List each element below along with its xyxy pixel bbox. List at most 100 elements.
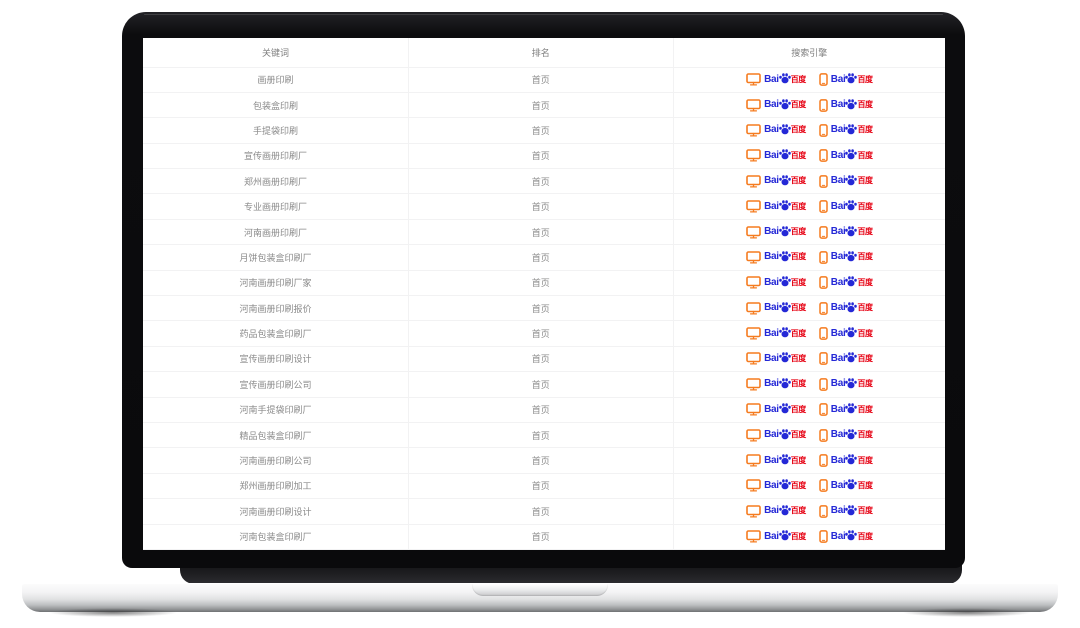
baidu-mobile-rank-link[interactable]: Bai 百度 [819,225,873,239]
search-engine-cell: Bai 百度 Bai [673,346,945,373]
baidu-logo-text-bai: Bai [764,200,779,212]
laptop-screen-bezel: 关键词 排名 搜索引擎 画册印刷 首页 Bai [122,12,965,568]
rank-cell: 首页 [408,422,674,449]
desktop-monitor-icon [746,149,761,162]
baidu-logo-text-du: 百度 [790,353,807,363]
engine-list: Bai 百度 Bai [674,327,945,340]
keyword-cell: 河南画册印刷厂家 [143,270,409,297]
engine-list: Bai 百度 Bai [674,530,945,544]
baidu-logo-text-bai: Bai [764,226,779,238]
baidu-logo-text-du: 百度 [790,506,807,516]
baidu-mobile-rank-link[interactable]: Bai 百度 [819,301,873,315]
baidu-logo-text-bai: Bai [764,251,779,263]
baidu-mobile-rank-link[interactable]: Bai 百度 [819,174,873,188]
baidu-mobile-rank-link[interactable]: Bai 百度 [819,124,873,137]
baidu-logo: Bai 百度 [831,505,873,518]
baidu-desktop-rank-link[interactable]: Bai 百度 [746,403,806,416]
desktop-monitor-icon [746,403,761,416]
baidu-desktop-rank-link[interactable]: Bai 百度 [746,378,806,391]
engine-list: Bai 百度 Bai [674,276,945,290]
keyword-cell: 河南画册印刷公司 [143,447,409,474]
baidu-desktop-rank-link[interactable]: Bai 百度 [746,124,806,137]
rank-cell: 首页 [408,219,674,246]
baidu-mobile-rank-link[interactable]: Bai 百度 [819,251,873,264]
baidu-logo-text-du: 百度 [790,404,807,414]
baidu-logo: Bai 百度 [764,479,806,492]
baidu-mobile-rank-link[interactable]: Bai 百度 [819,73,873,87]
baidu-mobile-rank-link[interactable]: Bai 百度 [819,276,873,290]
baidu-desktop-rank-link[interactable]: Bai 百度 [746,327,806,340]
baidu-mobile-rank-link[interactable]: Bai 百度 [819,98,873,112]
baidu-desktop-rank-link[interactable]: Bai 百度 [746,276,806,289]
baidu-paw-icon [845,403,858,414]
mobile-phone-icon [819,530,828,544]
baidu-logo-text-du: 百度 [857,379,873,389]
baidu-desktop-rank-link[interactable]: Bai 百度 [746,454,806,467]
engine-list: Bai 百度 Bai [674,73,945,87]
baidu-paw-icon [778,225,791,237]
baidu-desktop-rank-link[interactable]: Bai 百度 [746,149,806,162]
baidu-logo-text-du: 百度 [790,252,807,262]
baidu-logo-text-du: 百度 [857,252,873,262]
desktop-monitor-icon [746,301,761,315]
baidu-logo-text-bai: Bai [830,505,846,517]
baidu-desktop-rank-link[interactable]: Bai 百度 [746,352,806,366]
table-row: 河南画册印刷厂家 首页 Bai 百度 [143,270,945,297]
baidu-mobile-rank-link[interactable]: Bai 百度 [819,428,873,442]
baidu-paw-icon [845,149,858,160]
rank-cell: 首页 [408,320,674,347]
baidu-logo-text-du: 百度 [857,303,873,313]
engine-list: Bai 百度 Bai [674,225,945,239]
baidu-logo-text-bai: Bai [764,378,779,390]
baidu-desktop-rank-link[interactable]: Bai 百度 [746,174,807,188]
keyword-ranking-table: 关键词 排名 搜索引擎 画册印刷 首页 Bai [143,38,945,550]
baidu-desktop-rank-link[interactable]: Bai 百度 [746,530,806,543]
baidu-desktop-rank-link[interactable]: Bai 百度 [746,225,806,239]
baidu-mobile-rank-link[interactable]: Bai 百度 [819,454,873,467]
baidu-paw-icon [845,98,858,110]
baidu-desktop-rank-link[interactable]: Bai 百度 [746,251,806,264]
baidu-logo-text-bai: Bai [830,403,846,415]
baidu-mobile-rank-link[interactable]: Bai 百度 [819,149,873,163]
keyword-cell: 画册印刷 [143,67,409,93]
mobile-phone-icon [819,73,828,87]
baidu-logo-text-bai: Bai [764,73,779,85]
baidu-logo-text-du: 百度 [857,531,873,541]
baidu-desktop-rank-link[interactable]: Bai 百度 [746,73,806,86]
baidu-mobile-rank-link[interactable]: Bai 百度 [819,378,873,391]
baidu-desktop-rank-link[interactable]: Bai 百度 [746,98,806,112]
baidu-desktop-rank-link[interactable]: Bai 百度 [746,479,806,492]
laptop-lid-notch [472,584,608,596]
baidu-mobile-rank-link[interactable]: Bai 百度 [819,200,873,213]
engine-list: Bai 百度 Bai [674,174,945,188]
baidu-desktop-rank-link[interactable]: Bai 百度 [746,428,806,442]
baidu-desktop-rank-link[interactable]: Bai 百度 [746,200,806,213]
baidu-mobile-rank-link[interactable]: Bai 百度 [819,403,873,417]
baidu-logo: Bai 百度 [764,352,806,365]
baidu-mobile-rank-link[interactable]: Bai 百度 [819,327,873,340]
baidu-paw-icon [845,251,858,262]
baidu-mobile-rank-link[interactable]: Bai 百度 [819,504,873,518]
baidu-mobile-rank-link[interactable]: Bai 百度 [819,530,873,544]
baidu-logo-text-du: 百度 [790,125,807,135]
rank-cell: 首页 [408,67,674,93]
desktop-monitor-icon [746,200,761,213]
column-header-search-engine: 搜索引擎 [673,38,945,68]
baidu-logo: Bai 百度 [831,200,873,213]
engine-list: Bai 百度 Bai [674,378,945,391]
baidu-logo: Bai 百度 [764,403,806,416]
baidu-logo-text-du: 百度 [790,531,807,541]
baidu-mobile-rank-link[interactable]: Bai 百度 [819,352,873,366]
baidu-paw-icon [845,454,858,465]
search-engine-cell: Bai 百度 Bai [673,219,945,246]
baidu-logo: Bai 百度 [831,73,873,86]
laptop-screen-content: 关键词 排名 搜索引擎 画册印刷 首页 Bai [143,38,945,550]
rank-cell: 首页 [408,447,674,474]
desktop-monitor-icon [746,251,761,264]
baidu-desktop-rank-link[interactable]: Bai 百度 [746,301,806,315]
baidu-mobile-rank-link[interactable]: Bai 百度 [819,479,873,493]
baidu-logo-text-du: 百度 [790,176,807,186]
baidu-logo: Bai 百度 [764,378,806,391]
baidu-desktop-rank-link[interactable]: Bai 百度 [746,505,806,518]
baidu-logo: Bai 百度 [764,428,806,442]
